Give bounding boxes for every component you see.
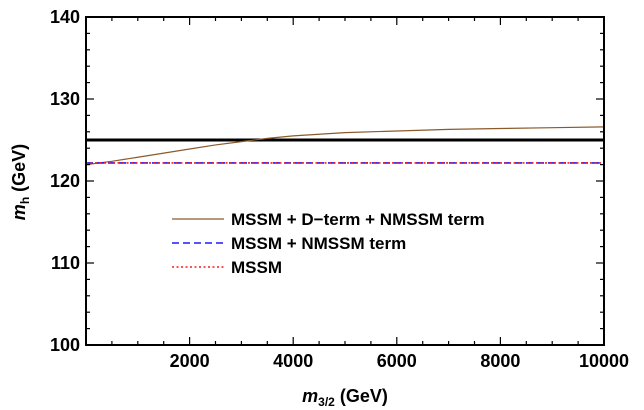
y-axis-title: mh (GeV): [9, 144, 32, 220]
ticks-layer: 2000 4000 6000 8000 10000 100 110 120 130 140: [50, 7, 629, 371]
y-tick-label: 100: [50, 335, 80, 355]
x-axis-title-unit: (GeV): [335, 386, 388, 406]
x-axis-title-main: m: [302, 386, 318, 406]
x-tick-label: 2000: [170, 351, 210, 371]
y-axis-title-sub: h: [18, 197, 32, 204]
x-tick-label: 10000: [579, 351, 629, 371]
y-tick-label: 110: [51, 253, 80, 273]
y-axis-title-unit: (GeV): [9, 144, 29, 197]
x-axis-title: m3/2 (GeV): [302, 386, 388, 409]
series-line-0: [85, 126, 605, 166]
axes-layer: [85, 16, 605, 346]
series-layer: [85, 126, 605, 166]
plot-frame: [85, 16, 605, 346]
y-tick-label: 140: [50, 7, 80, 27]
y-tick-label: 130: [50, 89, 80, 109]
legend-label-1: MSSM + NMSSM term: [231, 234, 406, 253]
legend: MSSM + D−term + NMSSM term MSSM + NMSSM t…: [172, 210, 485, 277]
x-axis-title-sub: 3/2: [318, 395, 335, 409]
x-tick-label: 8000: [480, 351, 520, 371]
legend-label-0: MSSM + D−term + NMSSM term: [231, 210, 485, 229]
legend-label-2: MSSM: [231, 258, 282, 277]
x-tick-label: 6000: [377, 351, 417, 371]
y-axis-title-main: m: [9, 204, 29, 220]
y-tick-label: 120: [50, 171, 80, 191]
x-tick-label: 4000: [273, 351, 313, 371]
